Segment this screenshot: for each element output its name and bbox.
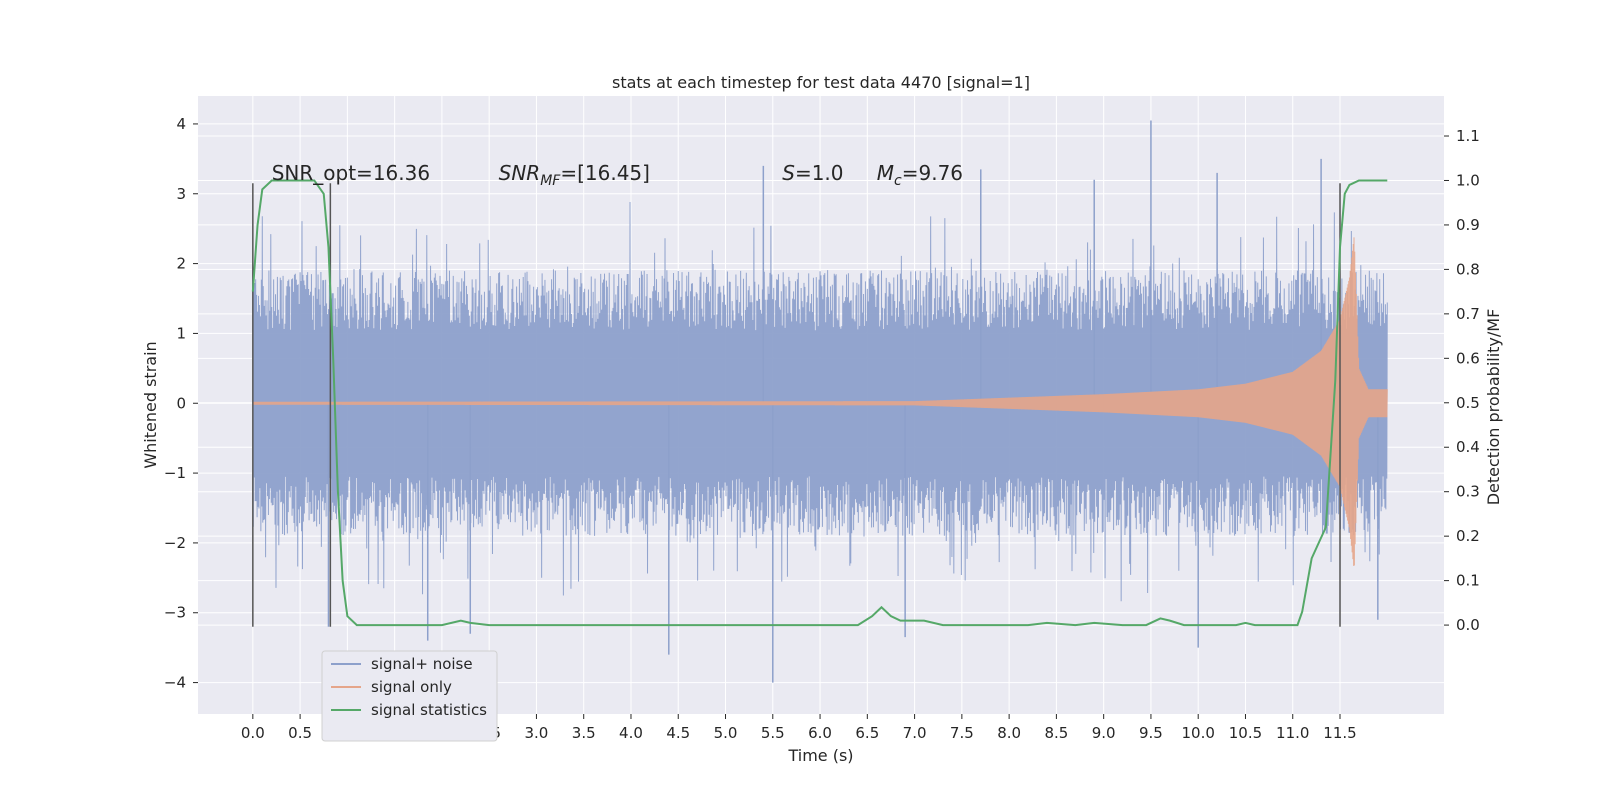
y2-tick-label: 0.8 [1456,260,1480,278]
annotation-text: SNRMF=[16.45] [499,161,650,189]
legend-label-signal-statistics: signal statistics [371,701,487,719]
y-tick-label: 2 [176,255,186,273]
x-axis-label: Time (s) [787,746,853,765]
x-tick-label: 9.0 [1092,724,1116,742]
series-signal-only [252,237,1388,566]
y2-tick-label: 0.7 [1456,305,1480,323]
legend-box [321,650,498,742]
x-tick-label: 11.5 [1323,724,1356,742]
x-tick-label: 8.5 [1044,724,1068,742]
y-tick-label: 4 [176,115,186,133]
x-tick-label: 5.0 [714,724,738,742]
chart-title: stats at each timestep for test data 447… [612,73,1030,92]
legend-label-signal-only: signal only [371,678,452,696]
x-tick-label: 8.0 [997,724,1021,742]
x-tick-label: 4.0 [619,724,643,742]
x-tick-label: 3.5 [572,724,596,742]
annotation-text: S=1.0 [782,161,843,185]
series-signal-statistics [251,179,1388,627]
x-tick-label: 4.5 [666,724,690,742]
x-tick-label: 6.0 [808,724,832,742]
y2-tick-label: 1.0 [1456,171,1480,189]
x-tick-label: 6.5 [855,724,879,742]
annotation-text: Mc=9.76 [877,161,963,189]
x-tick-label: 0.0 [241,724,265,742]
y2-axis-ticks: 0.0 0.1 0.2 0.3 0.4 0.5 0.6 0.7 0.8 0.9 1.0 1.1 [1444,127,1480,634]
y-tick-label: −2 [164,534,186,552]
y2-tick-label: 0.2 [1456,527,1480,545]
legend: signal+ noise signal only signal statist… [321,650,498,742]
y-tick-label: −4 [164,674,186,692]
signal-statistics-line [251,179,1388,627]
y-tick-label: −1 [164,464,186,482]
y-tick-label: −3 [164,604,186,622]
y2-tick-label: 0.6 [1456,349,1480,367]
x-tick-label: 3.0 [525,724,549,742]
x-tick-label: 7.5 [950,724,974,742]
x-tick-label: 10.5 [1229,724,1262,742]
y2-tick-label: 0.0 [1456,616,1480,634]
y-tick-label: 3 [176,185,186,203]
annotations: SNR_opt=16.36 SNRMF=[16.45] S=1.0 Mc=9.76 [272,161,963,189]
signal-only-line [252,237,1388,566]
signal-plus-noise-line [252,202,1388,602]
y2-tick-label: 1.1 [1456,127,1480,145]
y2-tick-label: 0.9 [1456,216,1480,234]
x-tick-label: 5.5 [761,724,785,742]
series-signal-plus-noise [252,120,1388,683]
annotation-text: SNR_opt=16.36 [272,161,430,185]
y2-tick-label: 0.1 [1456,572,1480,590]
y2-tick-label: 0.5 [1456,394,1480,412]
x-tick-label: 7.0 [903,724,927,742]
y2-tick-label: 0.3 [1456,483,1480,501]
y-axis-ticks: −4 −3 −2 −1 0 1 2 3 4 [164,115,198,692]
y2-axis-label: Detection probability/MF [1484,309,1503,506]
x-tick-label: 0.5 [288,724,312,742]
y-axis-label: Whitened strain [141,341,160,468]
x-tick-label: 10.0 [1182,724,1215,742]
legend-label-signal-plus-noise: signal+ noise [371,655,473,673]
y2-tick-label: 0.4 [1456,438,1480,456]
x-tick-label: 11.0 [1276,724,1309,742]
y-tick-label: 1 [176,324,186,342]
x-tick-label: 9.5 [1139,724,1163,742]
y-tick-label: 0 [176,394,186,412]
